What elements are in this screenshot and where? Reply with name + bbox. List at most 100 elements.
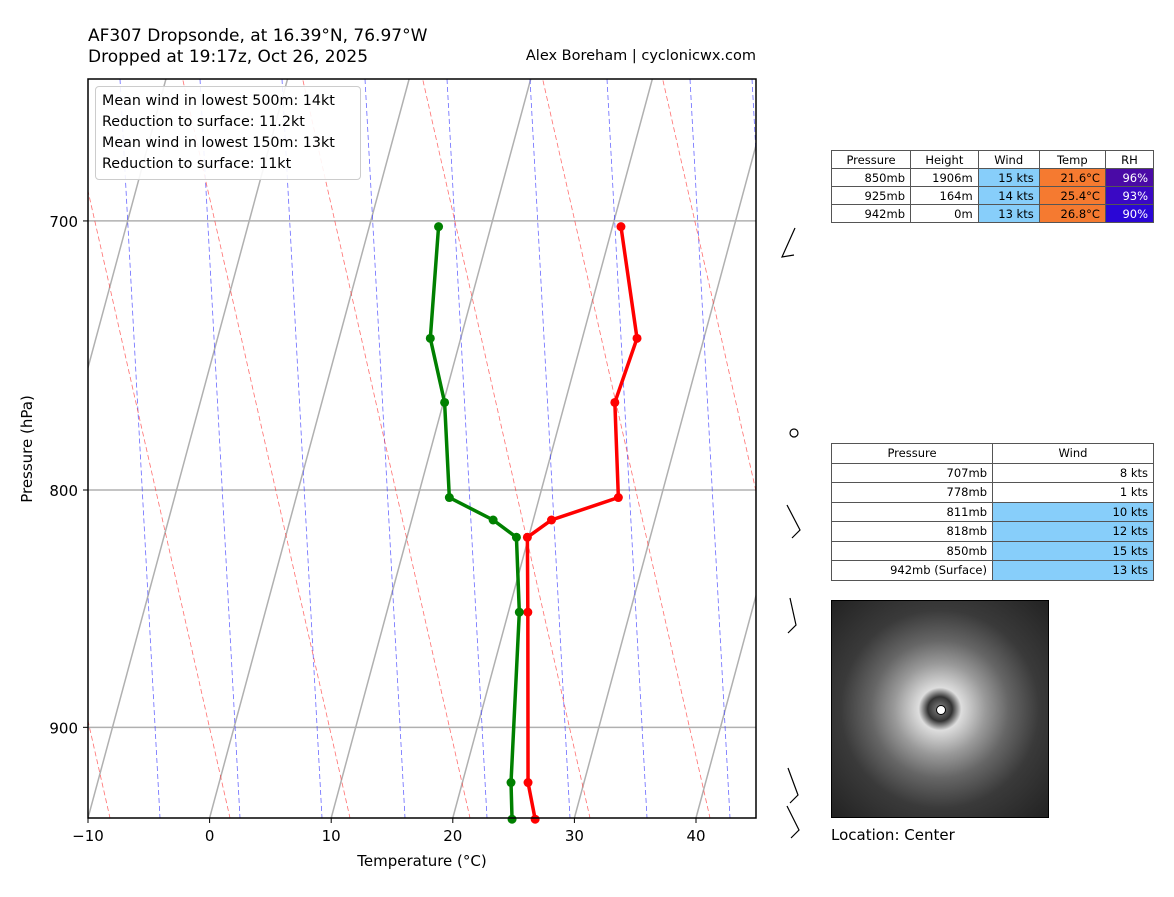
isotherm-line	[452, 79, 654, 818]
x-tick-label: 30	[565, 827, 584, 845]
title-line-1: AF307 Dropsonde, at 16.39°N, 76.97°W	[88, 26, 428, 46]
table-row: 850mb 1906m 15 kts 21.6°C 96%	[831, 168, 1155, 187]
dry-adiabat-line	[182, 79, 351, 818]
x-tick-label: 10	[322, 827, 341, 845]
table-cell: 942mb (Surface)	[831, 560, 993, 581]
mixing-ratio-line	[199, 79, 241, 818]
legend-line: Mean wind in lowest 150m: 13kt	[102, 135, 335, 151]
title-line-2: Dropped at 19:17z, Oct 26, 2025	[88, 47, 369, 67]
wind-barb	[780, 227, 796, 258]
dewpoint-point	[425, 333, 435, 343]
dry-adiabat-line	[662, 79, 756, 494]
wind-table: Pressure Wind 707mb 8 kts 778mb 1 kts 811mb 10 …	[831, 443, 1154, 581]
dewpoint-point	[488, 515, 498, 525]
x-tick-label: 20	[443, 827, 462, 845]
temperature-point	[616, 222, 626, 232]
y-tick-label: 700	[49, 213, 78, 231]
x-tick-label: −10	[72, 827, 104, 845]
wind-barb	[787, 767, 799, 804]
temperature-point	[546, 515, 556, 525]
isotherm-line	[208, 79, 410, 818]
table-cell: 1 kts	[992, 482, 1154, 503]
dewpoint-point	[507, 814, 517, 824]
header-cell: Height	[910, 150, 979, 169]
isotherm-line	[573, 142, 756, 818]
legend: Mean wind in lowest 500m: 14kt Reduction…	[95, 86, 361, 180]
mixing-ratio-line	[689, 79, 731, 818]
table-cell: 778mb	[831, 482, 993, 503]
table-cell: 925mb	[831, 186, 911, 205]
header-cell: Wind	[992, 443, 1154, 464]
dry-adiabat-line	[302, 79, 471, 818]
wind-barb	[786, 504, 801, 539]
table-row: 850mb 15 kts	[831, 540, 1154, 561]
temperature-point	[632, 333, 642, 343]
table-cell: 850mb	[831, 540, 993, 561]
legend-line: Mean wind in lowest 500m: 14kt	[102, 93, 335, 109]
credit: Alex Boreham | cyclonicwx.com	[525, 48, 756, 64]
table-cell: 21.6°C	[1038, 168, 1106, 187]
table-row: 707mb 8 kts	[831, 462, 1154, 483]
header-cell: Wind	[977, 150, 1040, 169]
isotherm-line	[88, 79, 289, 818]
dry-adiabat-line	[542, 79, 711, 818]
table-cell: 96%	[1104, 168, 1155, 187]
mixing-ratio-line	[364, 79, 406, 818]
dewpoint-point	[511, 532, 521, 542]
x-tick-label: 40	[686, 827, 705, 845]
y-tick-label: 800	[49, 482, 78, 500]
mixing-ratio-line	[446, 79, 488, 818]
x-tick-label: 0	[205, 827, 215, 845]
table-cell: 15 kts	[977, 168, 1040, 187]
location-marker	[936, 705, 946, 715]
dewpoint-point	[444, 493, 454, 503]
table-row: 942mb (Surface) 13 kts	[831, 560, 1154, 581]
dry-adiabat-line	[88, 189, 231, 818]
temperature-point	[523, 607, 533, 617]
mixing-ratio-line	[751, 79, 756, 161]
table-cell: 164m	[910, 186, 979, 205]
mixing-ratio-line	[529, 79, 571, 818]
temperature-point	[613, 493, 623, 503]
table-cell: 12 kts	[992, 521, 1154, 542]
satellite-image	[831, 600, 1049, 818]
dry-adiabat-line	[422, 79, 591, 818]
isotherm-line	[330, 79, 532, 818]
header-cell: RH	[1104, 150, 1155, 169]
header-cell: Pressure	[831, 150, 911, 169]
table-cell: 1906m	[910, 168, 979, 187]
summary-table: Pressure Height Wind Temp RH 850mb 1906m 15 kts…	[831, 150, 1155, 223]
table-row: 942mb 0m 13 kts 26.8°C 90%	[831, 204, 1155, 223]
legend-line: Reduction to surface: 11kt	[102, 156, 292, 172]
y-axis-label: Pressure (hPa)	[18, 395, 36, 503]
isotherm-line	[695, 592, 756, 818]
header-cell: Temp	[1038, 150, 1106, 169]
table-cell: 850mb	[831, 168, 911, 187]
dewpoint-line	[428, 226, 522, 820]
legend-line: Reduction to surface: 11.2kt	[102, 114, 305, 130]
table-cell: 811mb	[831, 501, 993, 522]
table-cell: 818mb	[831, 521, 993, 542]
temperature-point	[523, 778, 533, 788]
table-cell: 25.4°C	[1038, 186, 1106, 205]
dewpoint-point	[440, 397, 450, 407]
table-row: 778mb 1 kts	[831, 482, 1154, 503]
table-cell: 14 kts	[977, 186, 1040, 205]
temperature-point	[530, 814, 540, 824]
x-axis-label: Temperature (°C)	[356, 852, 486, 870]
table-cell: 93%	[1104, 186, 1155, 205]
plot-frame	[87, 78, 757, 819]
table-cell: 15 kts	[992, 540, 1154, 561]
table-cell: 10 kts	[992, 501, 1154, 522]
mixing-ratio-line	[281, 79, 323, 818]
table-cell: 26.8°C	[1038, 204, 1106, 223]
isotherm-line	[88, 79, 167, 371]
table-row: 811mb 10 kts	[831, 501, 1154, 522]
table-cell: 90%	[1104, 204, 1155, 223]
temperature-point	[610, 397, 620, 407]
table-cell: 707mb	[831, 462, 993, 483]
table-cell: 0m	[910, 204, 979, 223]
temperature-line	[525, 226, 639, 820]
location-label: Location: Center	[831, 826, 955, 844]
header-cell: Pressure	[831, 443, 993, 464]
